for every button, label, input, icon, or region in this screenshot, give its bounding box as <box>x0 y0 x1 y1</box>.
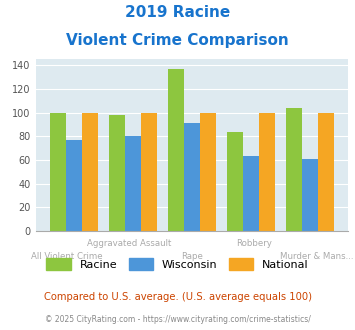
Bar <box>286 108 302 231</box>
Bar <box>50 113 66 231</box>
Bar <box>109 115 125 231</box>
Text: Robbery: Robbery <box>236 239 272 248</box>
Text: Rape: Rape <box>181 252 203 261</box>
Bar <box>66 140 82 231</box>
Text: Aggravated Assault: Aggravated Assault <box>87 239 171 248</box>
Text: All Violent Crime: All Violent Crime <box>31 252 103 261</box>
Text: Murder & Mans...: Murder & Mans... <box>280 252 354 261</box>
Bar <box>302 159 318 231</box>
Bar <box>259 113 275 231</box>
Bar <box>200 113 215 231</box>
Bar <box>168 69 184 231</box>
Bar <box>82 113 98 231</box>
Text: Violent Crime Comparison: Violent Crime Comparison <box>66 33 289 48</box>
Bar <box>125 136 141 231</box>
Text: © 2025 CityRating.com - https://www.cityrating.com/crime-statistics/: © 2025 CityRating.com - https://www.city… <box>45 315 310 324</box>
Bar <box>184 123 200 231</box>
Text: 2019 Racine: 2019 Racine <box>125 5 230 20</box>
Bar <box>243 156 259 231</box>
Legend: Racine, Wisconsin, National: Racine, Wisconsin, National <box>43 255 312 274</box>
Text: Compared to U.S. average. (U.S. average equals 100): Compared to U.S. average. (U.S. average … <box>44 292 311 302</box>
Bar <box>227 132 243 231</box>
Bar <box>141 113 157 231</box>
Bar <box>318 113 334 231</box>
